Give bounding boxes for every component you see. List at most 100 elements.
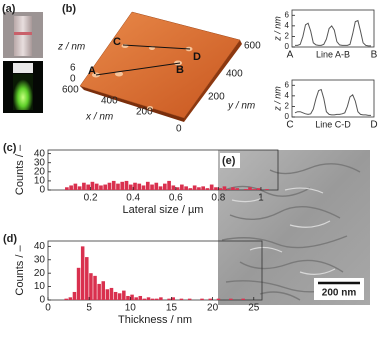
axis-tick: 600 [244,41,261,52]
y-tick-label: 2 [285,32,290,41]
point-label: B [176,64,184,76]
bar [145,181,150,190]
bar [175,187,180,190]
end-label: B [371,50,378,61]
bar [133,182,137,190]
y-tick-label: 30 [34,254,46,265]
y-tick-label: 2 [285,102,290,111]
profile-line [95,62,181,76]
sem-image [218,150,370,305]
y-tick-label: 30 [34,157,46,168]
x-tick-label: 15 [166,303,178,314]
panel-label: (d) [3,233,17,245]
vial [14,16,32,56]
profile-line [122,44,191,50]
sem-texture [221,163,361,301]
bar [101,281,106,300]
bar [154,182,159,190]
bar [142,298,147,300]
axis-tick: 400 [226,69,243,80]
bar [141,185,146,190]
bar [200,298,204,300]
bar [184,186,188,190]
y-tick-label: 0 [39,295,45,306]
bar [146,297,151,300]
bar [150,298,155,300]
axis-title: y / nm [227,101,255,112]
bar [187,298,192,300]
flake [121,44,129,48]
x-axis-title: Line A-B [316,49,350,59]
bar [180,184,184,190]
point-label: D [193,51,201,63]
y-tick-label: 0 [39,185,45,196]
bar [117,293,122,300]
bar [93,275,97,300]
axis-tick: 6 [70,63,76,74]
bar [243,189,248,190]
y-axis-title: z / nm [272,16,282,42]
bar [214,187,218,190]
bar [171,185,176,190]
bar [137,183,142,190]
profile [295,19,371,47]
y-axis-title: z / nm [272,86,282,112]
end-label: D [370,120,377,131]
bar [72,291,77,300]
bar [229,298,233,300]
bar [159,297,163,300]
bar [134,297,138,300]
bar [116,183,120,190]
bar [99,185,103,190]
bar [77,186,82,190]
bar [216,298,221,300]
vial-band [14,32,32,35]
bar [188,188,193,190]
bar [128,184,133,190]
bar [69,185,73,190]
axis-tick: 200 [208,92,225,103]
bar [122,290,126,300]
bar [248,187,252,190]
bar [126,295,130,300]
bar [103,184,108,190]
x-tick-label: 0 [45,303,51,314]
y-tick-label: 4 [285,91,290,100]
bar [167,180,171,190]
x-axis-title: Lateral size / µm [123,204,204,216]
sem-texture [231,187,336,275]
y-tick-label: 10 [34,281,46,292]
x-tick-label: 0.8 [211,193,225,204]
bar [82,182,86,190]
bar [179,298,184,300]
bar [222,186,227,190]
bar [111,180,116,190]
bar [94,183,99,190]
axis-title: z / nm [57,42,85,53]
bar [171,297,175,300]
y-tick-label: 0 [285,42,290,51]
y-tick-label: 6 [285,10,290,19]
bar [209,184,214,190]
x-tick-label: 0.2 [84,193,98,204]
y-tick-label: 20 [34,166,46,177]
x-tick-label: 20 [207,303,219,314]
afm-image [79,11,242,122]
plot-frame [291,79,375,118]
bar [226,189,231,190]
bar [65,187,69,190]
y-tick-label: 40 [34,241,46,252]
bar [218,188,223,190]
scale-label: 200 nm [322,288,357,299]
bar [113,291,118,300]
axis-tick: 0 [176,124,182,135]
bar [130,294,134,300]
y-tick-label: 10 [34,176,46,187]
afm-side [80,86,184,122]
bar [158,186,163,190]
end-label: A [287,50,294,61]
photos [3,12,43,113]
panel-label: (e) [222,155,236,167]
bar [109,287,114,300]
x-axis-title: Line C-D [315,119,351,129]
